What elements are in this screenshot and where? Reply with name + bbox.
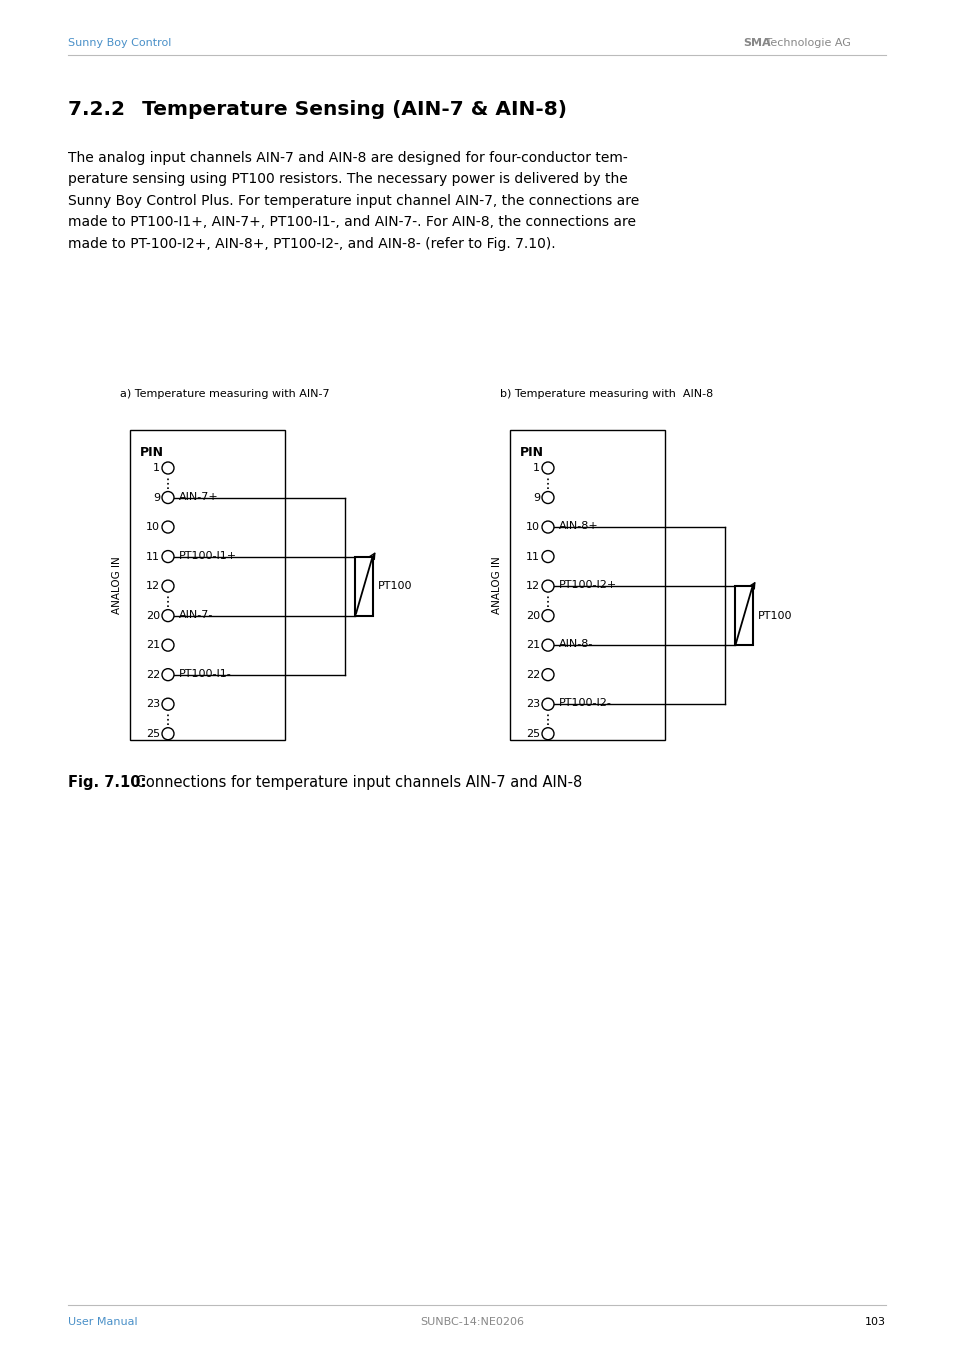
Text: 9: 9 bbox=[533, 493, 539, 503]
Circle shape bbox=[162, 698, 173, 711]
Text: PT100-I2-: PT100-I2- bbox=[558, 698, 611, 708]
Text: 10: 10 bbox=[525, 521, 539, 532]
Text: 11: 11 bbox=[146, 551, 160, 562]
Text: 21: 21 bbox=[525, 640, 539, 650]
Circle shape bbox=[162, 492, 173, 504]
Text: Sunny Boy Control Plus. For temperature input channel AIN-7, the connections are: Sunny Boy Control Plus. For temperature … bbox=[68, 195, 639, 208]
Text: ANALOG IN: ANALOG IN bbox=[492, 557, 501, 613]
Text: perature sensing using PT100 resistors. The necessary power is delivered by the: perature sensing using PT100 resistors. … bbox=[68, 173, 627, 186]
Text: PIN: PIN bbox=[519, 446, 543, 458]
Text: Fig. 7.10:: Fig. 7.10: bbox=[68, 775, 146, 790]
Text: User Manual: User Manual bbox=[68, 1317, 137, 1327]
Text: AIN-8+: AIN-8+ bbox=[558, 521, 598, 531]
Bar bbox=[355, 557, 373, 616]
Circle shape bbox=[541, 462, 554, 474]
Circle shape bbox=[162, 551, 173, 562]
Circle shape bbox=[541, 698, 554, 711]
Text: 25: 25 bbox=[146, 728, 160, 739]
Circle shape bbox=[162, 609, 173, 621]
Text: 12: 12 bbox=[146, 581, 160, 592]
Circle shape bbox=[541, 639, 554, 651]
Text: made to PT-100-I2+, AIN-8+, PT100-I2-, and AIN-8- (refer to Fig. 7.10).: made to PT-100-I2+, AIN-8+, PT100-I2-, a… bbox=[68, 236, 555, 251]
Text: 22: 22 bbox=[525, 670, 539, 680]
Text: PT100-I2+: PT100-I2+ bbox=[558, 580, 617, 590]
Text: PT100-I1+: PT100-I1+ bbox=[179, 551, 237, 561]
Text: 25: 25 bbox=[525, 728, 539, 739]
Circle shape bbox=[162, 669, 173, 681]
Bar bbox=[734, 586, 752, 646]
Text: SUNBC-14:NE0206: SUNBC-14:NE0206 bbox=[419, 1317, 523, 1327]
Circle shape bbox=[162, 580, 173, 592]
Text: Connections for temperature input channels AIN-7 and AIN-8: Connections for temperature input channe… bbox=[131, 775, 581, 790]
Circle shape bbox=[541, 521, 554, 534]
Text: made to PT100-I1+, AIN-7+, PT100-I1-, and AIN-7-. For AIN-8, the connections are: made to PT100-I1+, AIN-7+, PT100-I1-, an… bbox=[68, 216, 636, 230]
Text: PT100: PT100 bbox=[377, 581, 412, 592]
Text: a) Temperature measuring with AIN-7: a) Temperature measuring with AIN-7 bbox=[120, 389, 330, 399]
Text: 11: 11 bbox=[525, 551, 539, 562]
Circle shape bbox=[162, 521, 173, 534]
Text: 22: 22 bbox=[146, 670, 160, 680]
Text: 1: 1 bbox=[152, 463, 160, 473]
Text: 21: 21 bbox=[146, 640, 160, 650]
Text: 10: 10 bbox=[146, 521, 160, 532]
Text: 1: 1 bbox=[533, 463, 539, 473]
Text: SMA: SMA bbox=[742, 38, 770, 49]
Bar bbox=[130, 430, 285, 740]
Circle shape bbox=[541, 551, 554, 562]
Text: AIN-7-: AIN-7- bbox=[179, 609, 213, 620]
Text: 23: 23 bbox=[146, 700, 160, 709]
Circle shape bbox=[541, 580, 554, 592]
Text: AIN-8-: AIN-8- bbox=[558, 639, 593, 648]
Circle shape bbox=[541, 728, 554, 740]
Text: 20: 20 bbox=[525, 611, 539, 620]
Circle shape bbox=[541, 609, 554, 621]
Circle shape bbox=[541, 669, 554, 681]
Text: PT100-I1-: PT100-I1- bbox=[179, 669, 232, 678]
Text: 12: 12 bbox=[525, 581, 539, 592]
Text: 9: 9 bbox=[152, 493, 160, 503]
Text: ANALOG IN: ANALOG IN bbox=[112, 557, 122, 613]
Circle shape bbox=[162, 728, 173, 740]
Circle shape bbox=[162, 639, 173, 651]
Text: PT100: PT100 bbox=[758, 611, 792, 620]
Circle shape bbox=[162, 462, 173, 474]
Text: b) Temperature measuring with  AIN-8: b) Temperature measuring with AIN-8 bbox=[499, 389, 713, 399]
Text: 23: 23 bbox=[525, 700, 539, 709]
Text: PIN: PIN bbox=[140, 446, 164, 458]
Text: The analog input channels AIN-7 and AIN-8 are designed for four-conductor tem-: The analog input channels AIN-7 and AIN-… bbox=[68, 151, 627, 165]
Text: Sunny Boy Control: Sunny Boy Control bbox=[68, 38, 172, 49]
Text: Technologie AG: Technologie AG bbox=[761, 38, 850, 49]
Text: AIN-7+: AIN-7+ bbox=[179, 492, 218, 501]
Text: 20: 20 bbox=[146, 611, 160, 620]
Bar bbox=[510, 430, 664, 740]
Text: 7.2.2  Temperature Sensing (AIN-7 & AIN-8): 7.2.2 Temperature Sensing (AIN-7 & AIN-8… bbox=[68, 100, 566, 119]
Circle shape bbox=[541, 492, 554, 504]
Text: 103: 103 bbox=[864, 1317, 885, 1327]
